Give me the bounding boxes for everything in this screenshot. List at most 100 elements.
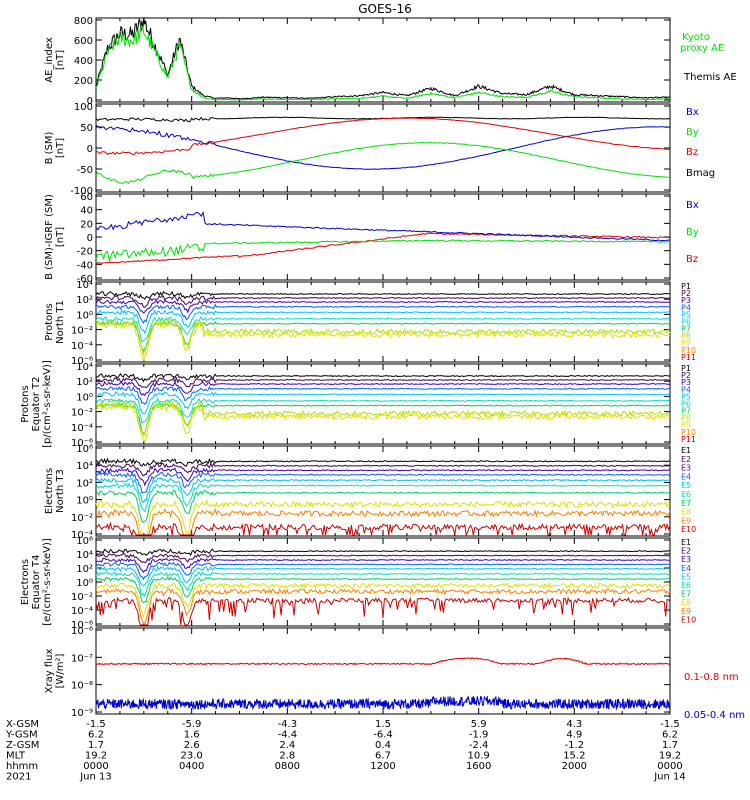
legend-bmag: Bmag	[686, 168, 715, 179]
legend-e2: E2	[681, 547, 691, 556]
series-p2	[95, 295, 671, 309]
x-row-value: 0400	[179, 761, 204, 772]
legend-p4: P4	[681, 385, 691, 394]
series-kyoto-proxy-ae	[95, 23, 671, 101]
legend-0.05-0.4nm: 0.05-0.4 nm	[684, 710, 745, 721]
x-row-value: 1200	[370, 761, 395, 772]
x-row-label: hhmm	[6, 761, 38, 772]
legend-e7: E7	[681, 499, 691, 508]
legend-e4: E4	[681, 564, 691, 573]
series-e3	[95, 467, 671, 487]
y-tick-label: 60	[80, 192, 93, 203]
series-e5	[95, 565, 671, 587]
series-e9	[95, 587, 671, 625]
y-axis-label: [nT]	[55, 138, 66, 158]
legend-p10: P10	[681, 428, 696, 437]
series-dbigrf-green	[95, 239, 671, 263]
y-tick-label: -20	[77, 247, 93, 258]
plot-title: GOES-16	[358, 2, 412, 16]
legend-p5: P5	[681, 392, 691, 401]
x-row-value: 6.2	[88, 730, 104, 741]
x-row-value: 1600	[466, 761, 491, 772]
x-row-value: 5.9	[471, 719, 487, 730]
y-axis-label: Equator T4	[31, 555, 42, 610]
y-axis-label: Protons	[20, 385, 31, 422]
x-row-value: 4.3	[566, 719, 582, 730]
panel-pt1: 10⁻⁶ 10⁻⁴ 10⁻² 10⁰ 10² 10⁴ Protons North T1 P1P2…	[44, 280, 696, 367]
y-tick-label: 200	[74, 76, 93, 87]
y-axis-label: Xray flux	[44, 649, 55, 694]
series-b-green	[95, 141, 671, 185]
series-p5	[95, 308, 671, 335]
legend-by: By	[686, 127, 699, 138]
y-tick-label: 10⁻⁶	[71, 626, 93, 637]
legend-p6: P6	[681, 317, 691, 326]
x-row-value: 2.4	[279, 740, 295, 751]
series-e4	[95, 561, 671, 581]
y-tick-label: 10⁰	[76, 310, 93, 321]
y-tick-label: 10⁻⁶	[71, 620, 93, 631]
y-tick-label: 10⁰	[76, 578, 93, 589]
series-e6	[95, 571, 671, 598]
series-p5	[95, 391, 670, 415]
legend-e10: E10	[681, 525, 696, 534]
series-xray-long	[95, 656, 671, 666]
y-tick-label: 0	[87, 233, 93, 244]
x-row-value: -1.2	[565, 740, 585, 751]
legend-e2: E2	[681, 455, 691, 464]
legend-p9: P9	[681, 339, 691, 348]
x-row-value: 19.2	[85, 751, 107, 762]
x-row-value: -4.3	[278, 719, 298, 730]
y-tick-label: -50	[77, 165, 93, 176]
legend-p2: P2	[681, 289, 691, 298]
series-e8	[95, 581, 671, 618]
legend-bz: Bz	[686, 254, 698, 265]
y-tick-label: 10⁻²	[71, 326, 93, 337]
y-tick-label: 10²	[76, 377, 93, 388]
legend-themis-ae: Themis AE	[683, 72, 737, 83]
y-tick-label: 0	[87, 144, 93, 155]
legend-p8: P8	[681, 332, 691, 341]
x-row-value: 15.2	[563, 751, 585, 762]
legend-p7: P7	[681, 407, 691, 416]
legend-kyoto: Kyoto	[682, 32, 710, 43]
panel-xray: 10⁻⁹ 10⁻⁸ 10⁻⁷ 10⁻⁶ Xray flux [W/m²] 0.1-0.8 n…	[44, 626, 745, 721]
y-tick-label: -100	[70, 186, 93, 197]
series-b-red	[95, 117, 671, 156]
x-row-value: 0.4	[375, 740, 391, 751]
y-tick-label: 400	[74, 56, 93, 67]
panel-frame	[95, 17, 671, 103]
y-axis-label: [nT]	[55, 50, 66, 70]
series-e2	[95, 552, 671, 564]
y-tick-label: 10⁻²	[71, 408, 93, 419]
y-tick-label: 10⁻⁸	[71, 681, 93, 692]
x-row-label: Z-GSM	[6, 740, 39, 751]
series-dbigrf-red	[95, 232, 671, 265]
legend-bz: Bz	[686, 147, 698, 158]
y-tick-label: 40	[80, 206, 93, 217]
series-e1	[95, 548, 671, 557]
panel-frame	[95, 193, 671, 281]
y-axis-label: [nT]	[55, 227, 66, 247]
x-row-label: MLT	[6, 751, 26, 762]
x-row-value: 0000	[83, 761, 108, 772]
series-e2	[95, 462, 671, 477]
x-row-value: -6.4	[373, 730, 393, 741]
y-axis-label: North T3	[55, 469, 66, 513]
x-row-value: -2.4	[469, 740, 489, 751]
series-e7	[95, 489, 671, 524]
series-e8	[95, 499, 671, 536]
legend-bx: Bx	[686, 107, 699, 118]
x-row-value: 23.0	[181, 751, 203, 762]
series-b-black	[95, 116, 671, 123]
y-tick-label: 10⁰	[76, 392, 93, 403]
legend-p6: P6	[681, 399, 691, 408]
y-tick-label: 10²	[76, 295, 93, 306]
y-axis-label: North T1	[55, 300, 66, 344]
y-tick-label: 10⁻⁷	[71, 653, 93, 664]
series-p3	[95, 380, 671, 397]
legend-by: By	[686, 227, 699, 238]
x-row-value: 2.8	[279, 751, 295, 762]
